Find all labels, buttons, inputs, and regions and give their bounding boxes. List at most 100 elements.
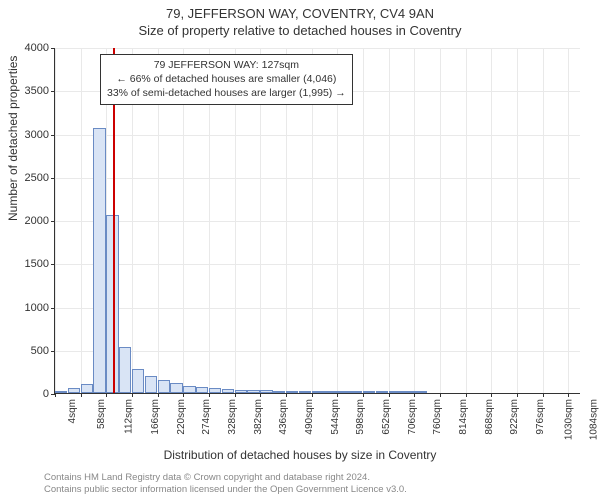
xtick-mark — [414, 393, 415, 397]
x-axis-label: Distribution of detached houses by size … — [0, 448, 600, 462]
ytick-label: 0 — [43, 388, 55, 400]
ytick-label: 3000 — [25, 129, 55, 141]
xtick-mark — [132, 393, 133, 397]
annotation-box: 79 JEFFERSON WAY: 127sqm ← 66% of detach… — [100, 54, 353, 105]
histogram-bar — [376, 391, 388, 393]
histogram-bar — [170, 383, 182, 393]
histogram-bar — [93, 128, 105, 393]
xtick-mark — [260, 393, 261, 397]
histogram-bar — [299, 391, 311, 393]
xtick-mark — [183, 393, 184, 397]
xtick-mark — [81, 393, 82, 397]
xtick-mark — [517, 393, 518, 397]
xtick-label: 166sqm — [150, 399, 161, 435]
histogram-bar — [350, 391, 362, 393]
xtick-label: 382sqm — [252, 399, 263, 435]
title-block: 79, JEFFERSON WAY, COVENTRY, CV4 9AN Siz… — [0, 0, 600, 38]
xtick-mark — [55, 393, 56, 397]
histogram-bar — [286, 391, 298, 393]
ytick-label: 3500 — [25, 85, 55, 97]
histogram-bar — [389, 391, 401, 393]
footnote-line2: Contains public sector information licen… — [44, 484, 407, 496]
xtick-mark — [466, 393, 467, 397]
histogram-bar — [273, 391, 285, 393]
ytick-label: 500 — [31, 345, 55, 357]
chart-title: 79, JEFFERSON WAY, COVENTRY, CV4 9AN — [0, 6, 600, 21]
xtick-label: 598sqm — [355, 399, 366, 435]
gridline-h — [55, 308, 580, 309]
histogram-bar — [158, 380, 170, 393]
histogram-bar — [209, 388, 221, 393]
xtick-mark — [209, 393, 210, 397]
gridline-h — [55, 135, 580, 136]
xtick-mark — [286, 393, 287, 397]
histogram-bar — [222, 389, 234, 393]
histogram-bar — [235, 390, 247, 393]
histogram-bar — [145, 376, 157, 393]
histogram-bar — [55, 391, 67, 393]
gridline-v — [363, 48, 364, 393]
gridline-v — [568, 48, 569, 393]
xtick-label: 274sqm — [201, 399, 212, 435]
xtick-mark — [235, 393, 236, 397]
annotation-line1: 79 JEFFERSON WAY: 127sqm — [107, 58, 346, 72]
histogram-bar — [132, 369, 144, 393]
histogram-bar — [324, 391, 336, 393]
annotation-line3: 33% of semi-detached houses are larger (… — [107, 86, 346, 100]
xtick-label: 58sqm — [96, 399, 107, 429]
gridline-h — [55, 221, 580, 222]
gridline-v — [543, 48, 544, 393]
xtick-mark — [543, 393, 544, 397]
ytick-label: 4000 — [25, 42, 55, 54]
xtick-label: 760sqm — [432, 399, 443, 435]
histogram-bar — [401, 391, 413, 393]
chart-container: 79, JEFFERSON WAY, COVENTRY, CV4 9AN Siz… — [0, 0, 600, 500]
xtick-label: 1030sqm — [563, 399, 574, 440]
chart-subtitle: Size of property relative to detached ho… — [0, 23, 600, 38]
histogram-bar — [260, 390, 272, 393]
xtick-mark — [389, 393, 390, 397]
gridline-v — [491, 48, 492, 393]
xtick-mark — [440, 393, 441, 397]
histogram-bar — [119, 347, 131, 393]
gridline-v — [81, 48, 82, 393]
xtick-label: 436sqm — [278, 399, 289, 435]
ytick-label: 2500 — [25, 172, 55, 184]
gridline-h — [55, 178, 580, 179]
histogram-bar — [337, 391, 349, 393]
y-axis-label: Number of detached properties — [6, 56, 20, 221]
plot-area: 050010001500200025003000350040004sqm58sq… — [54, 48, 580, 394]
histogram-bar — [363, 391, 375, 393]
xtick-label: 328sqm — [227, 399, 238, 435]
ytick-label: 2000 — [25, 215, 55, 227]
gridline-v — [55, 48, 56, 393]
xtick-label: 490sqm — [304, 399, 315, 435]
xtick-label: 652sqm — [381, 399, 392, 435]
gridline-h — [55, 264, 580, 265]
histogram-bar — [81, 384, 93, 393]
gridline-v — [466, 48, 467, 393]
xtick-mark — [106, 393, 107, 397]
histogram-bar — [312, 391, 324, 393]
gridline-v — [517, 48, 518, 393]
xtick-label: 976sqm — [535, 399, 546, 435]
xtick-label: 4sqm — [67, 399, 78, 423]
xtick-mark — [312, 393, 313, 397]
gridline-v — [389, 48, 390, 393]
xtick-label: 220sqm — [175, 399, 186, 435]
xtick-label: 112sqm — [124, 399, 135, 434]
histogram-bar — [414, 391, 426, 393]
ytick-label: 1500 — [25, 258, 55, 270]
annotation-line2: ← 66% of detached houses are smaller (4,… — [107, 72, 346, 86]
xtick-label: 706sqm — [406, 399, 417, 435]
xtick-mark — [568, 393, 569, 397]
xtick-label: 1084sqm — [589, 399, 600, 440]
xtick-mark — [337, 393, 338, 397]
gridline-h — [55, 351, 580, 352]
xtick-label: 814sqm — [458, 399, 469, 435]
histogram-bar — [196, 387, 208, 393]
xtick-label: 544sqm — [329, 399, 340, 435]
ytick-label: 1000 — [25, 302, 55, 314]
xtick-label: 868sqm — [483, 399, 494, 435]
histogram-bar — [68, 388, 80, 393]
